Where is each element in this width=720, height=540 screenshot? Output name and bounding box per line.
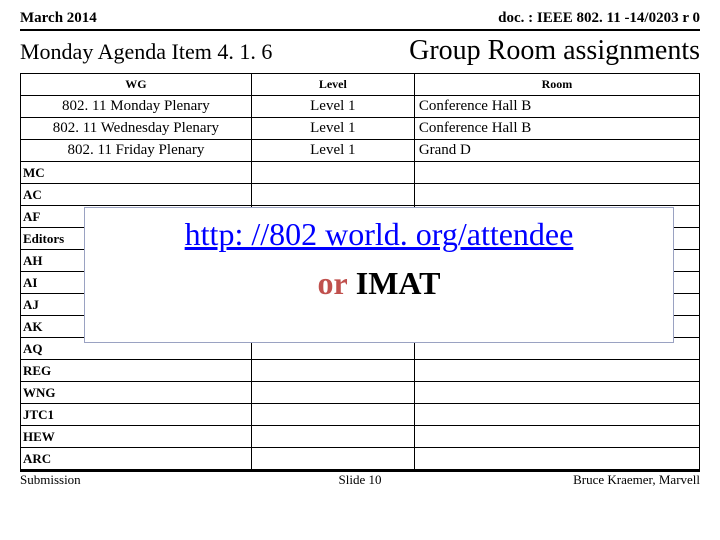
level-cell: Level 1: [251, 96, 414, 118]
table-row: WNG: [21, 382, 700, 404]
attendee-link[interactable]: http: //802 world. org/attendee: [85, 216, 673, 253]
empty-cell: [414, 382, 699, 404]
empty-cell: [251, 404, 414, 426]
empty-cell: [251, 184, 414, 206]
or-text: or: [318, 265, 348, 301]
table-row: MC: [21, 162, 700, 184]
level-cell: Level 1: [251, 140, 414, 162]
wg-short: JTC1: [21, 404, 252, 426]
empty-cell: [414, 162, 699, 184]
imat-text: IMAT: [356, 265, 441, 301]
room-cell: Grand D: [414, 140, 699, 162]
col-header-room: Room: [414, 74, 699, 96]
agenda-title: Monday Agenda Item 4. 1. 6: [20, 39, 272, 65]
table-row: ARC: [21, 448, 700, 470]
empty-cell: [251, 382, 414, 404]
footer-slide: Slide 10: [247, 472, 474, 488]
table-header-row: WG Level Room: [21, 74, 700, 96]
empty-cell: [414, 448, 699, 470]
table-row: 802. 11 Monday Plenary Level 1 Conferenc…: [21, 96, 700, 118]
table-row: 802. 11 Friday Plenary Level 1 Grand D: [21, 140, 700, 162]
empty-cell: [414, 184, 699, 206]
header-row: March 2014 doc. : IEEE 802. 11 -14/0203 …: [20, 10, 700, 31]
level-cell: Level 1: [251, 118, 414, 140]
empty-cell: [251, 360, 414, 382]
table-row: REG: [21, 360, 700, 382]
room-cell: Conference Hall B: [414, 118, 699, 140]
room-cell: Conference Hall B: [414, 96, 699, 118]
overlay-or-line: or IMAT: [85, 265, 673, 302]
col-header-level: Level: [251, 74, 414, 96]
table-row: HEW: [21, 426, 700, 448]
wg-cell: 802. 11 Friday Plenary: [21, 140, 252, 162]
empty-cell: [414, 426, 699, 448]
wg-cell: 802. 11 Wednesday Plenary: [21, 118, 252, 140]
table-row: AC: [21, 184, 700, 206]
wg-cell: 802. 11 Monday Plenary: [21, 96, 252, 118]
wg-short: REG: [21, 360, 252, 382]
wg-short: MC: [21, 162, 252, 184]
table-row: 802. 11 Wednesday Plenary Level 1 Confer…: [21, 118, 700, 140]
footer-row: Submission Slide 10 Bruce Kraemer, Marve…: [20, 470, 700, 488]
title-row: Monday Agenda Item 4. 1. 6 Group Room as…: [20, 35, 700, 67]
empty-cell: [251, 426, 414, 448]
table-row: JTC1: [21, 404, 700, 426]
wg-short: WNG: [21, 382, 252, 404]
empty-cell: [414, 404, 699, 426]
header-date: March 2014: [20, 10, 97, 27]
empty-cell: [251, 162, 414, 184]
wg-short: AC: [21, 184, 252, 206]
table-container: WG Level Room 802. 11 Monday Plenary Lev…: [20, 73, 700, 470]
wg-short: ARC: [21, 448, 252, 470]
col-header-wg: WG: [21, 74, 252, 96]
group-title: Group Room assignments: [409, 35, 700, 67]
empty-cell: [251, 448, 414, 470]
footer-author: Bruce Kraemer, Marvell: [473, 472, 700, 488]
footer-submission: Submission: [20, 472, 247, 488]
wg-short: HEW: [21, 426, 252, 448]
empty-cell: [414, 360, 699, 382]
header-doc: doc. : IEEE 802. 11 -14/0203 r 0: [498, 10, 700, 27]
overlay-box: http: //802 world. org/attendee or IMAT: [84, 207, 674, 343]
